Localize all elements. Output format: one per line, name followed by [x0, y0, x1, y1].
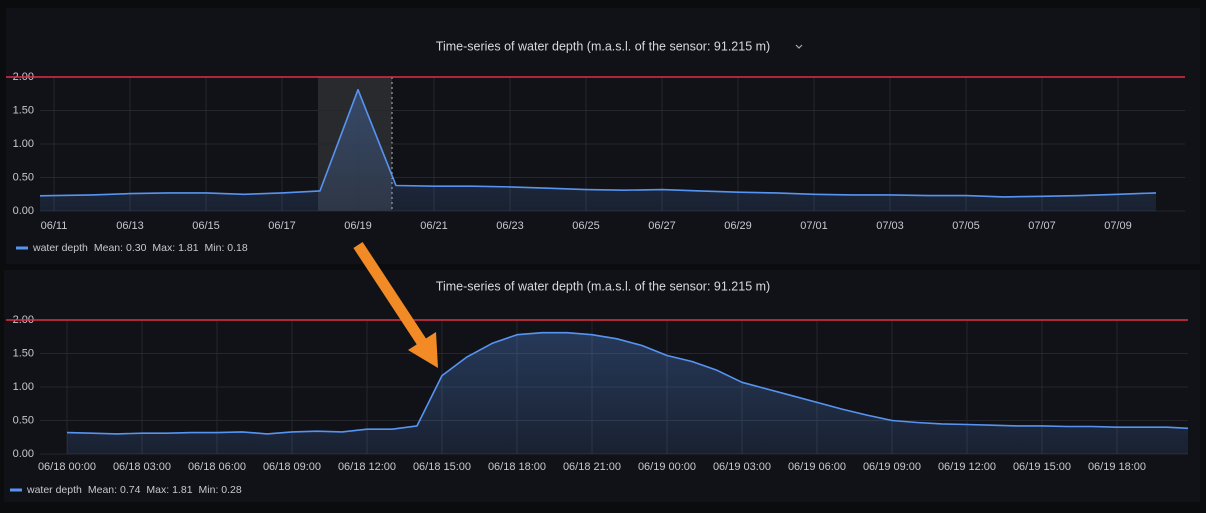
legend-stat: Min: 0.28	[199, 484, 242, 496]
x-tick-label: 06/17	[268, 220, 296, 232]
x-tick-label: 06/18 06:00	[188, 461, 246, 473]
y-tick-label: 1.00	[13, 138, 34, 150]
x-tick-label: 06/19 18:00	[1088, 461, 1146, 473]
x-tick-label: 07/05	[952, 220, 980, 232]
y-tick-label: 1.50	[13, 104, 34, 116]
y-tick-label: 0.50	[13, 414, 34, 426]
legend-label: water depth	[32, 242, 88, 254]
y-tick-label: 0.00	[13, 205, 34, 217]
x-tick-label: 06/19 03:00	[713, 461, 771, 473]
legend-stat: Max: 1.81	[152, 242, 198, 254]
y-tick-label: 1.50	[13, 347, 34, 359]
x-tick-label: 06/23	[496, 220, 524, 232]
legend-stat: Mean: 0.30	[94, 242, 147, 254]
legend-label: water depth	[26, 484, 82, 496]
x-tick-label: 07/09	[1104, 220, 1132, 232]
panel-title[interactable]: Time-series of water depth (m.a.s.l. of …	[436, 39, 770, 53]
x-tick-label: 06/18 03:00	[113, 461, 171, 473]
x-tick-label: 06/11	[41, 220, 68, 232]
x-tick-label: 06/18 00:00	[38, 461, 96, 473]
x-tick-label: 07/07	[1028, 220, 1056, 232]
x-tick-label: 06/19	[344, 220, 372, 232]
x-tick-label: 06/19 09:00	[863, 461, 921, 473]
legend-swatch	[10, 488, 22, 492]
x-tick-label: 06/19 06:00	[788, 461, 846, 473]
area	[67, 332, 1188, 454]
x-tick-label: 06/25	[572, 220, 600, 232]
y-tick-label: 0.00	[13, 448, 34, 460]
x-tick-label: 06/19 15:00	[1013, 461, 1071, 473]
x-tick-label: 07/03	[876, 220, 904, 232]
x-tick-label: 06/18 21:00	[563, 461, 621, 473]
legend-stat: Max: 1.81	[146, 484, 192, 496]
x-tick-label: 06/18 15:00	[413, 461, 471, 473]
legend-stat: Min: 0.18	[205, 242, 248, 254]
x-tick-label: 06/21	[420, 220, 448, 232]
x-tick-label: 06/18 12:00	[338, 461, 396, 473]
x-tick-label: 06/19 00:00	[638, 461, 696, 473]
legend-stat: Mean: 0.74	[88, 484, 141, 496]
panel-title[interactable]: Time-series of water depth (m.a.s.l. of …	[436, 279, 770, 293]
area	[40, 89, 1156, 211]
panel	[6, 8, 1200, 264]
x-tick-label: 06/18 09:00	[263, 461, 321, 473]
y-tick-label: 0.50	[13, 171, 34, 183]
x-tick-label: 06/27	[648, 220, 676, 232]
x-tick-label: 06/13	[116, 220, 144, 232]
y-tick-label: 1.00	[13, 381, 34, 393]
line	[66, 331, 1188, 435]
x-tick-label: 07/01	[800, 220, 828, 232]
x-tick-label: 06/18 18:00	[488, 461, 546, 473]
x-tick-label: 06/19 12:00	[938, 461, 996, 473]
line	[40, 88, 1157, 198]
x-tick-label: 06/15	[192, 220, 220, 232]
legend-swatch	[16, 246, 28, 250]
title-menu-chevron[interactable]	[795, 44, 803, 49]
x-tick-label: 06/29	[724, 220, 752, 232]
annotation-arrow	[353, 241, 438, 368]
